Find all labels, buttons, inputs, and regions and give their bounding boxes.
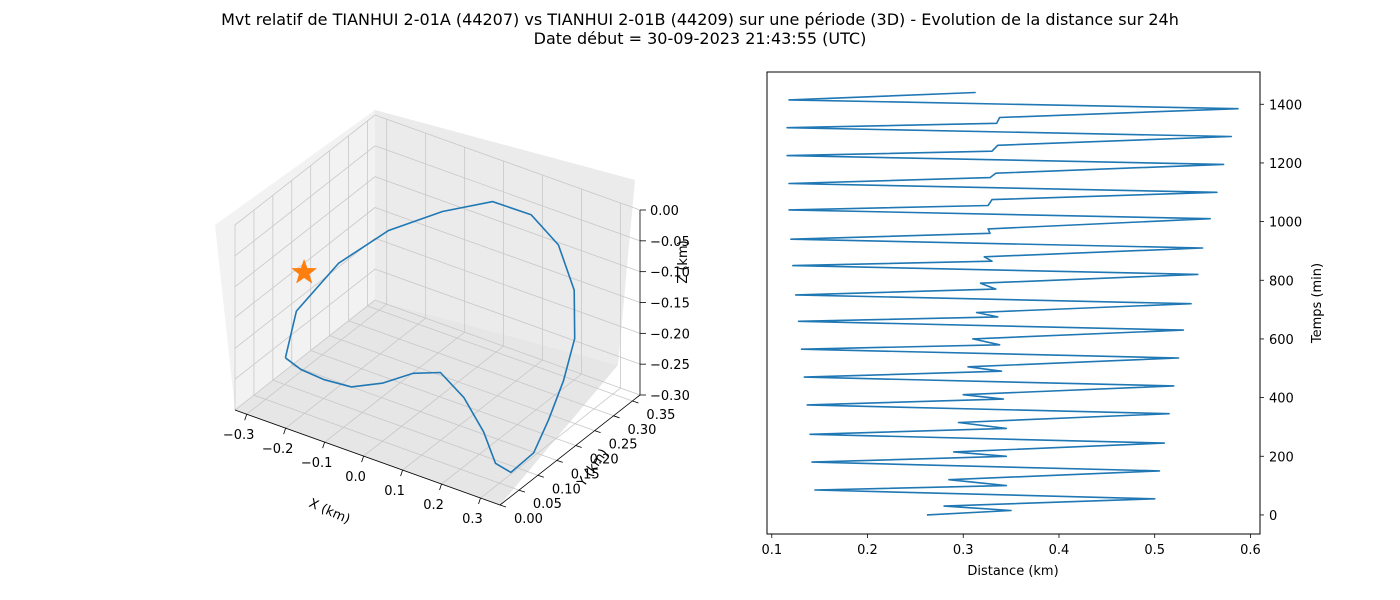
grid-x-floor <box>246 303 387 415</box>
figure-title-line1: Mvt relatif de TIANHUI 2-01A (44207) vs … <box>221 10 1179 29</box>
grid-x-floor <box>402 359 543 471</box>
y-tick-label: 200 <box>1269 450 1294 465</box>
grid-z-back <box>374 299 641 396</box>
grid-z-back <box>374 268 641 365</box>
grid-y-floor <box>348 320 614 417</box>
y-tick-label-3d: 0.10 <box>552 482 581 497</box>
distance-series <box>786 91 1239 516</box>
x-axis-label: Distance (km) <box>967 564 1058 579</box>
y-tick-mark-3d <box>594 430 601 434</box>
y-tick-mark-3d <box>537 474 544 478</box>
y-tick-label-3d: 0.35 <box>646 408 675 423</box>
trajectory-series <box>284 200 576 474</box>
grid-z-left <box>234 268 376 380</box>
grid-y-floor <box>253 394 520 491</box>
grid-x-floor <box>285 317 426 429</box>
grid-x-floor <box>363 345 504 457</box>
z-tick-label-3d: −0.10 <box>650 266 690 281</box>
y-tick-label: 1400 <box>1269 98 1302 113</box>
plot-frame <box>766 71 1261 535</box>
z-tick-label-3d: −0.25 <box>650 358 690 373</box>
x-tick-label: 0.3 <box>953 543 974 558</box>
z-tick-label-3d: −0.20 <box>650 327 690 342</box>
distance-time-plot: 0.1 0.2 0.3 0.4 0.5 0.6 0 200 400 600 800 1000 1200… <box>761 71 1325 579</box>
back-pane-left <box>215 110 375 410</box>
x-tick-label-3d: 0.1 <box>384 484 405 499</box>
grid-z-back <box>374 176 641 273</box>
y-tick-label-3d: 0.15 <box>571 467 600 482</box>
z-axis-label-3d: Z (km) <box>676 240 691 283</box>
trajectory-3d-plot: −0.3−0.2−0.10.00.10.20.3 0.000.050.100.15… <box>215 110 691 527</box>
x-tick-mark-3d <box>439 483 442 491</box>
y-tick-label-3d: 0.00 <box>514 512 543 527</box>
y-tick-label: 600 <box>1269 333 1294 348</box>
x-tick-label-3d: 0.3 <box>462 512 483 527</box>
y-tick-label: 1200 <box>1269 157 1302 172</box>
y-tick-label: 800 <box>1269 274 1294 289</box>
z-tick-label-3d: −0.30 <box>650 389 690 404</box>
x-tick-label: 0.1 <box>761 543 782 558</box>
z-tick-label-3d: 0.00 <box>650 204 679 219</box>
grid-z-left <box>234 238 376 349</box>
grid-y-floor <box>310 350 576 446</box>
grid-y-floor <box>367 305 633 402</box>
x-tick-mark-3d <box>400 469 403 477</box>
y-tick-mark-3d <box>518 489 526 493</box>
y-axis-label: Temps (min) <box>1310 263 1325 344</box>
z-tick-label-3d: −0.05 <box>650 235 690 250</box>
x-tick-label-3d: −0.2 <box>262 442 294 457</box>
grid-x-floor <box>480 387 621 499</box>
trajectory-line <box>284 200 576 474</box>
grid-x-floor <box>324 331 465 443</box>
y-tick-label: 1000 <box>1269 216 1302 231</box>
start-star-marker <box>291 258 318 284</box>
y-tick-label-3d: 0.20 <box>590 453 619 468</box>
y-ticks: 0 200 400 600 800 1000 1200 1400 <box>1260 98 1302 524</box>
y-tick-mark-3d <box>632 400 639 404</box>
ticks-3d: −0.3−0.2−0.10.00.10.20.3 0.000.050.100.15… <box>223 204 690 527</box>
grid-y-floor <box>291 365 557 461</box>
x-tick-label: 0.2 <box>857 543 878 558</box>
x-tick-label-3d: −0.1 <box>301 456 333 471</box>
floor-pane <box>235 300 618 505</box>
x-axis-label-3d: X (km) <box>307 496 353 527</box>
z-tick-label-3d: −0.15 <box>650 297 690 312</box>
grid-z-left <box>234 176 376 287</box>
distance-line <box>786 91 1239 516</box>
grid-z-back <box>374 237 641 334</box>
x-tick-mark-3d <box>322 442 326 449</box>
x-axis-line <box>234 409 501 506</box>
x-tick-label-3d: 0.2 <box>423 498 444 513</box>
x-tick-label-3d: 0.0 <box>345 470 366 485</box>
x-tick-label-3d: −0.3 <box>223 428 255 443</box>
grid-z-left <box>234 114 376 226</box>
y-tick-mark-3d <box>613 415 620 419</box>
x-tick-mark-3d <box>361 455 364 463</box>
back-pane-right <box>375 110 635 365</box>
x-tick-label: 0.6 <box>1240 543 1261 558</box>
y-tick-mark-3d <box>499 504 507 508</box>
grid-z-left <box>234 145 376 257</box>
grid-z-back <box>374 114 641 211</box>
y-axis-line <box>499 394 641 506</box>
x-tick-mark-3d <box>283 428 287 435</box>
y-tick-label: 0 <box>1269 509 1277 524</box>
grid-z-back <box>374 145 641 242</box>
y-tick-mark-3d <box>575 445 582 448</box>
y-tick-label-3d: 0.30 <box>628 423 657 438</box>
y-tick-label-3d: 0.25 <box>609 438 638 453</box>
grid-z-back <box>374 207 641 303</box>
figure-title-line2: Date début = 30-09-2023 21:43:55 (UTC) <box>534 29 867 48</box>
x-tick-label: 0.5 <box>1144 543 1165 558</box>
x-tick-mark-3d <box>244 414 248 421</box>
x-tick-mark-3d <box>478 497 481 505</box>
y-tick-mark-3d <box>556 460 563 463</box>
x-tick-label: 0.4 <box>1049 543 1070 558</box>
grid-z-left <box>234 299 376 411</box>
y-tick-label: 400 <box>1269 392 1294 407</box>
y-tick-label-3d: 0.05 <box>533 497 562 512</box>
x-ticks: 0.1 0.2 0.3 0.4 0.5 0.6 <box>761 534 1261 558</box>
